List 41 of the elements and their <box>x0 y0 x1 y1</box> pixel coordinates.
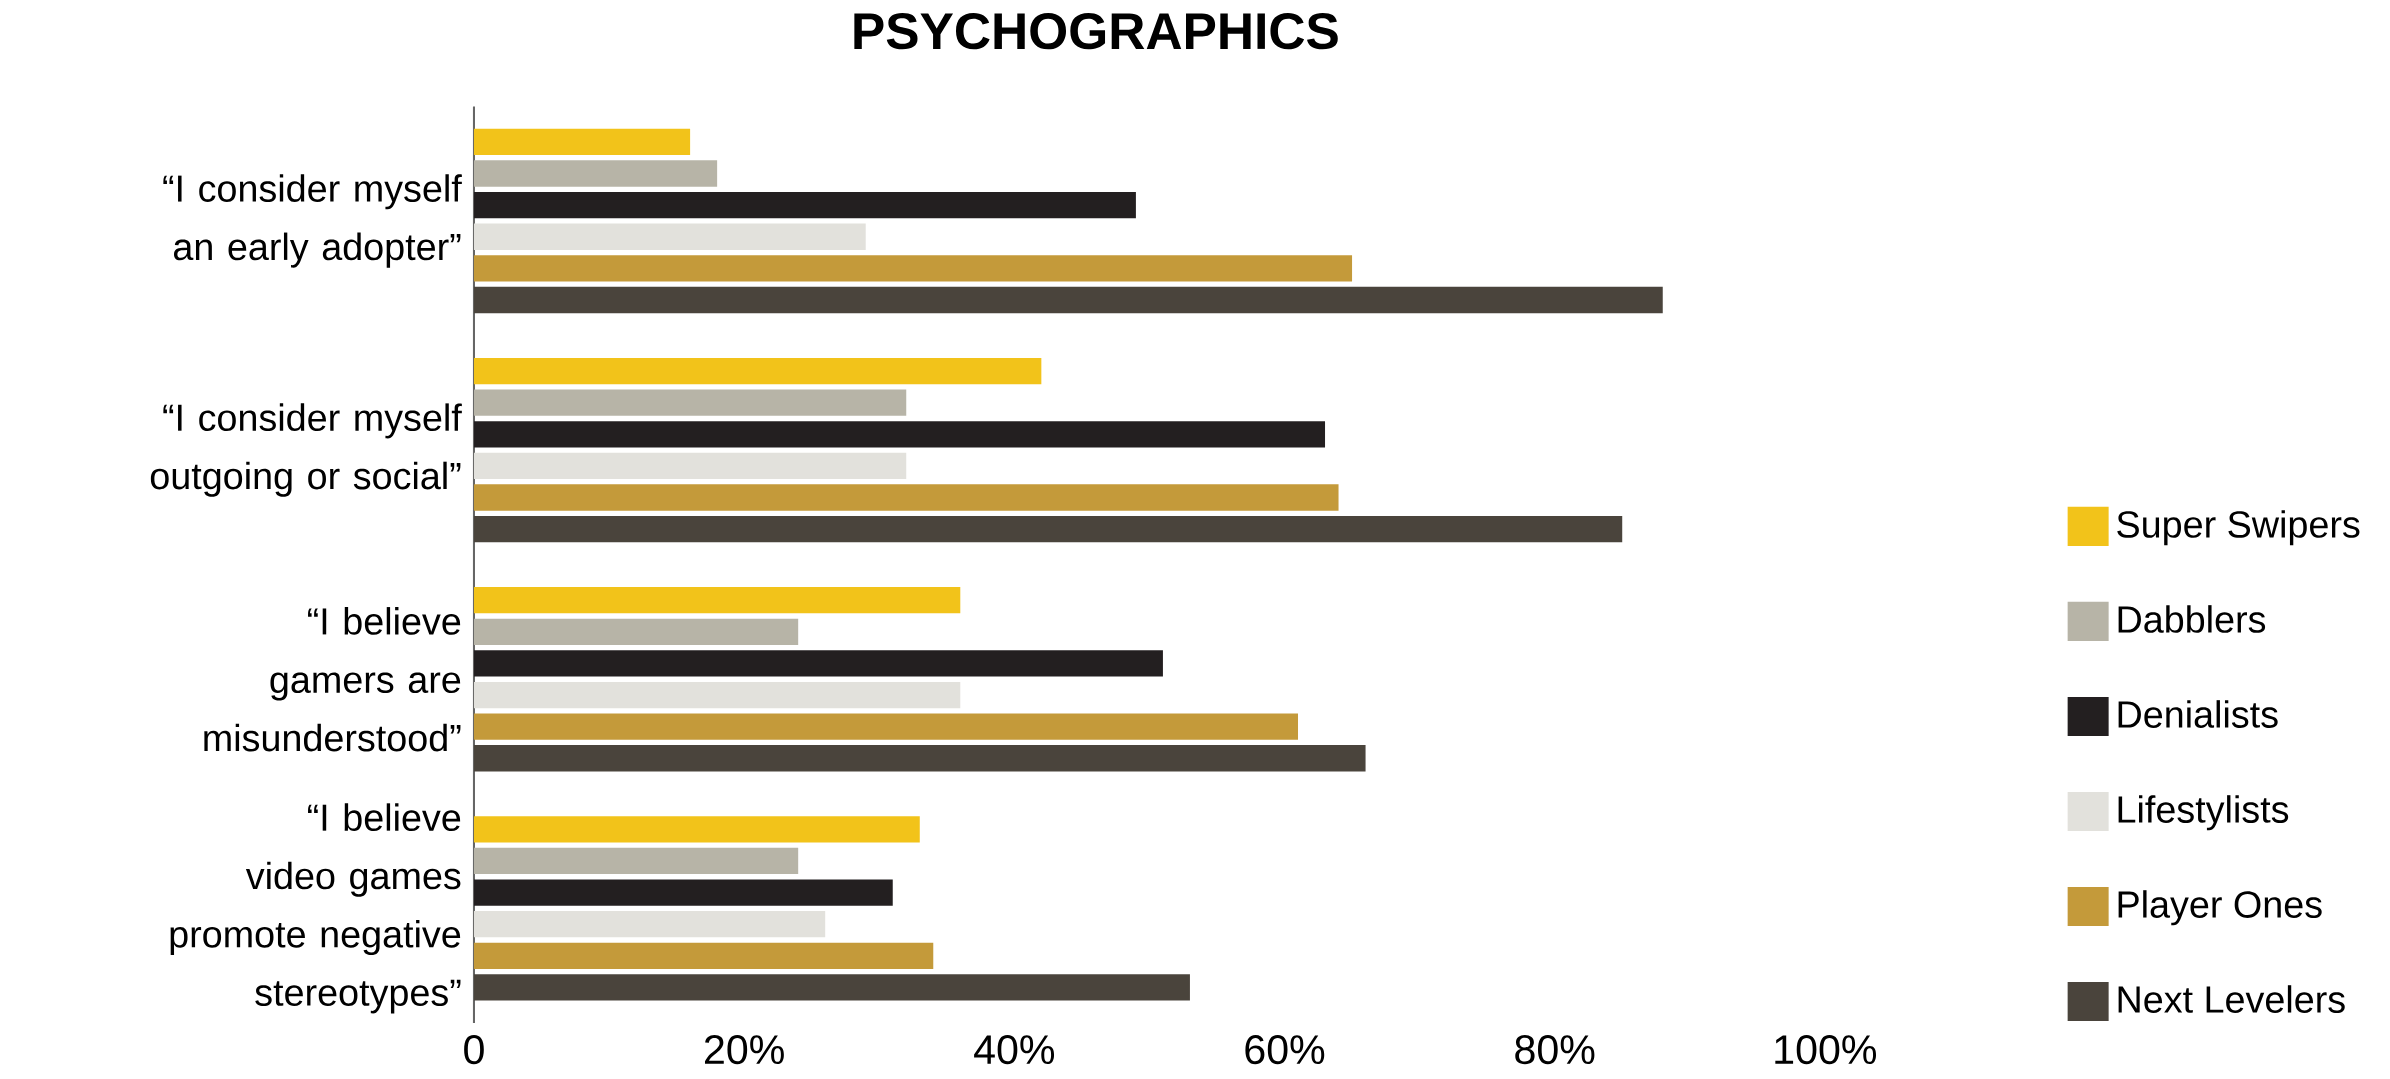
bar <box>473 879 893 906</box>
bar <box>473 618 799 646</box>
x-tick-label: 100% <box>1775 1035 1877 1065</box>
legend-label: Next Levelers <box>2118 985 2345 1014</box>
x-tick-label: 0 <box>464 1035 484 1065</box>
y-tick-label: “I believe gamers are misunderstood” <box>204 607 461 752</box>
legend-label: Player Ones <box>2118 890 2322 926</box>
bar <box>473 128 691 156</box>
x-tick-label: 60% <box>1245 1035 1325 1065</box>
legend-label: Super Swipers <box>2117 510 2360 546</box>
y-tick-label: “I believe video games promote negative stereotypes” <box>170 803 461 1014</box>
bar <box>473 255 1353 282</box>
y-tick-label: “I consider myself an early adopter” <box>163 174 462 268</box>
legend-label: Dabblers <box>2118 605 2266 634</box>
bar <box>473 484 1339 511</box>
bar <box>473 389 907 417</box>
bar <box>473 421 1326 448</box>
bar <box>473 516 1623 543</box>
x-tick-label: 20% <box>705 1035 784 1065</box>
y-tick-label: “I consider myself outgoing or social” <box>150 403 462 498</box>
bar <box>473 911 826 938</box>
chart-title: PSYCHOGRAPHICS <box>854 13 1338 50</box>
x-tick-label: 80% <box>1515 1035 1595 1065</box>
bar <box>473 682 961 709</box>
bar <box>473 160 718 187</box>
bar <box>473 587 961 614</box>
bar <box>473 816 920 843</box>
legend-label: Lifestylists <box>2118 795 2289 831</box>
bar <box>473 192 1136 219</box>
bar <box>473 942 934 970</box>
bar <box>473 287 1663 314</box>
bar <box>473 358 1042 385</box>
bar <box>473 452 907 480</box>
x-tick-label: 40% <box>974 1035 1055 1065</box>
bar <box>473 847 799 875</box>
bar <box>473 650 1163 677</box>
bar <box>473 223 866 251</box>
legend-label: Denialists <box>2118 700 2278 729</box>
bar <box>473 745 1366 772</box>
bar <box>473 713 1299 741</box>
bar <box>473 974 1190 1001</box>
